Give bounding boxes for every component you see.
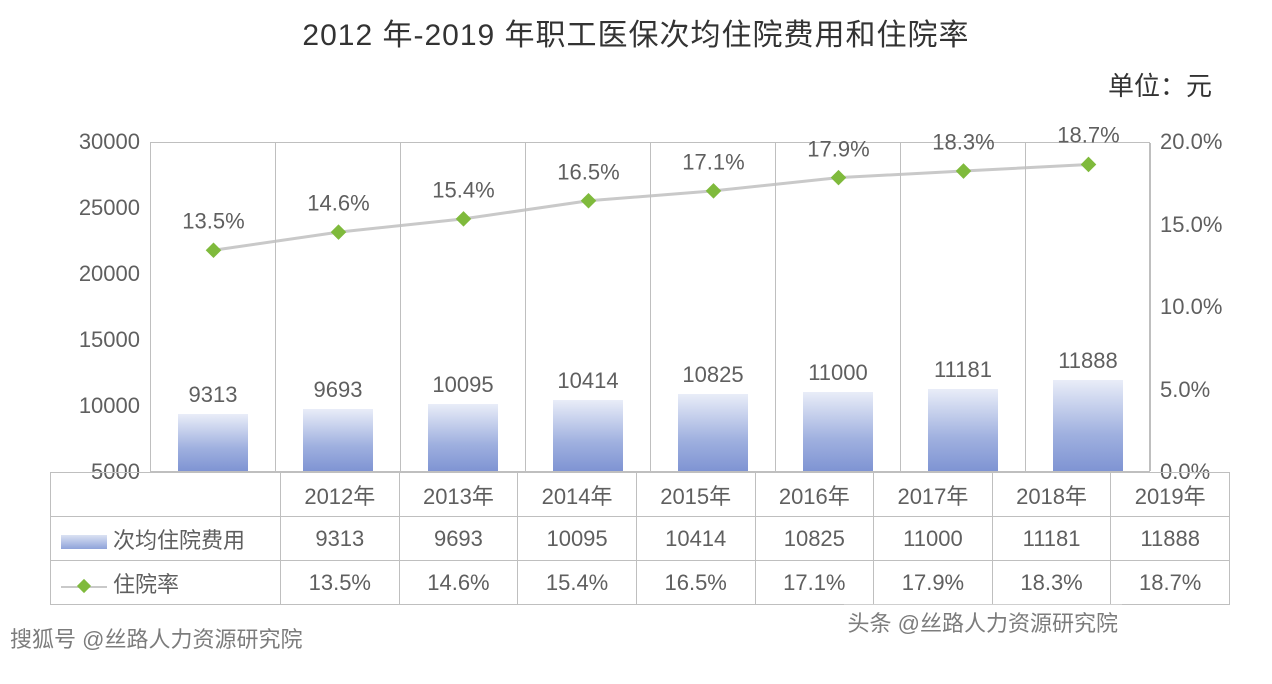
- table-header-cell: 2018年: [992, 473, 1111, 517]
- table-header-cell: 2016年: [755, 473, 874, 517]
- y-left-tick: 30000: [50, 129, 140, 155]
- table-cell: 16.5%: [636, 561, 755, 605]
- line-value-label: 16.5%: [557, 159, 619, 185]
- plot-area: 9313 13.5% 9693 14.6% 10095 15.4% 10414 16.5% 10…: [150, 142, 1150, 472]
- bar-value-label: 9313: [178, 382, 247, 408]
- table-corner-cell: [51, 473, 281, 517]
- bar: 9313: [178, 414, 247, 471]
- bar-value-label: 11181: [928, 357, 997, 383]
- table-header-cell: 2019年: [1111, 473, 1230, 517]
- table-cell: 11888: [1111, 517, 1230, 561]
- bar-value-label: 10414: [553, 368, 622, 394]
- y-right-tick: 20.0%: [1160, 129, 1222, 155]
- table-cell: 11181: [992, 517, 1111, 561]
- data-table-body: 2012年2013年2014年2015年2016年2017年2018年2019年…: [51, 473, 1230, 605]
- line-value-label: 18.3%: [932, 129, 994, 155]
- bar: 11000: [803, 392, 872, 471]
- unit-label: 单位：元: [0, 66, 1272, 103]
- line-value-label: 17.1%: [682, 149, 744, 175]
- chart-column: 9313: [151, 143, 276, 471]
- line-value-label: 13.5%: [182, 209, 244, 235]
- legend-label: 住院率: [113, 572, 179, 597]
- line-value-label: 17.9%: [807, 136, 869, 162]
- table-header-row: 2012年2013年2014年2015年2016年2017年2018年2019年: [51, 473, 1230, 517]
- table-cell: 18.3%: [992, 561, 1111, 605]
- table-row: 住院率 13.5%14.6%15.4%16.5%17.1%17.9%18.3%18…: [51, 561, 1230, 605]
- table-header-cell: 2015年: [636, 473, 755, 517]
- chart-column: 10414: [526, 143, 651, 471]
- chart-column: 11888: [1026, 143, 1151, 471]
- chart-title: 2012 年-2019 年职工医保次均住院费用和住院率: [0, 0, 1272, 54]
- table-cell: 10414: [636, 517, 755, 561]
- y-left-tick: 20000: [50, 261, 140, 287]
- legend-cell: 住院率: [51, 561, 281, 605]
- y-right-tick: 15.0%: [1160, 212, 1222, 238]
- table-cell: 10095: [518, 517, 637, 561]
- y-right-tick: 10.0%: [1160, 294, 1222, 320]
- line-value-label: 18.7%: [1057, 123, 1119, 149]
- bar-swatch-icon: [61, 535, 107, 549]
- table-cell: 9313: [281, 517, 400, 561]
- table-cell: 14.6%: [399, 561, 518, 605]
- y-left-tick: 10000: [50, 393, 140, 419]
- table-header-cell: 2014年: [518, 473, 637, 517]
- bar: 11181: [928, 389, 997, 471]
- bar: 10095: [428, 404, 497, 471]
- bar: 9693: [303, 409, 372, 471]
- table-cell: 15.4%: [518, 561, 637, 605]
- chart-column: 10825: [651, 143, 776, 471]
- bar-value-label: 10825: [678, 362, 747, 388]
- y-right-tick: 5.0%: [1160, 377, 1210, 403]
- legend-cell: 次均住院费用: [51, 517, 281, 561]
- bar-value-label: 11888: [1053, 348, 1122, 374]
- table-cell: 17.9%: [874, 561, 993, 605]
- line-value-label: 15.4%: [432, 177, 494, 203]
- chart-area: 9313 13.5% 9693 14.6% 10095 15.4% 10414 16.5% 10…: [50, 120, 1230, 530]
- table-header-cell: 2017年: [874, 473, 993, 517]
- chart-column: 11000: [776, 143, 901, 471]
- table-row: 次均住院费用 9313969310095104141082511000111811…: [51, 517, 1230, 561]
- line-swatch-icon: [61, 579, 107, 593]
- table-cell: 11000: [874, 517, 993, 561]
- line-value-label: 14.6%: [307, 190, 369, 216]
- watermark-left: 搜狐号 @丝路人力资源研究院: [6, 620, 306, 656]
- y-left-tick: 25000: [50, 195, 140, 221]
- watermark-right: 头条 @丝路人力资源研究院: [844, 604, 1122, 640]
- legend-label: 次均住院费用: [113, 528, 245, 553]
- table-header-cell: 2013年: [399, 473, 518, 517]
- bar-value-label: 11000: [803, 360, 872, 386]
- table-cell: 9693: [399, 517, 518, 561]
- table-cell: 10825: [755, 517, 874, 561]
- table-cell: 17.1%: [755, 561, 874, 605]
- bar-value-label: 9693: [303, 377, 372, 403]
- bar: 10414: [553, 400, 622, 471]
- bar: 10825: [678, 394, 747, 471]
- table-cell: 13.5%: [281, 561, 400, 605]
- table-cell: 18.7%: [1111, 561, 1230, 605]
- bar: 11888: [1053, 380, 1122, 471]
- y-left-tick: 15000: [50, 327, 140, 353]
- data-table: 2012年2013年2014年2015年2016年2017年2018年2019年…: [50, 472, 1230, 605]
- table-header-cell: 2012年: [281, 473, 400, 517]
- bar-value-label: 10095: [428, 372, 497, 398]
- chart-column: 11181: [901, 143, 1026, 471]
